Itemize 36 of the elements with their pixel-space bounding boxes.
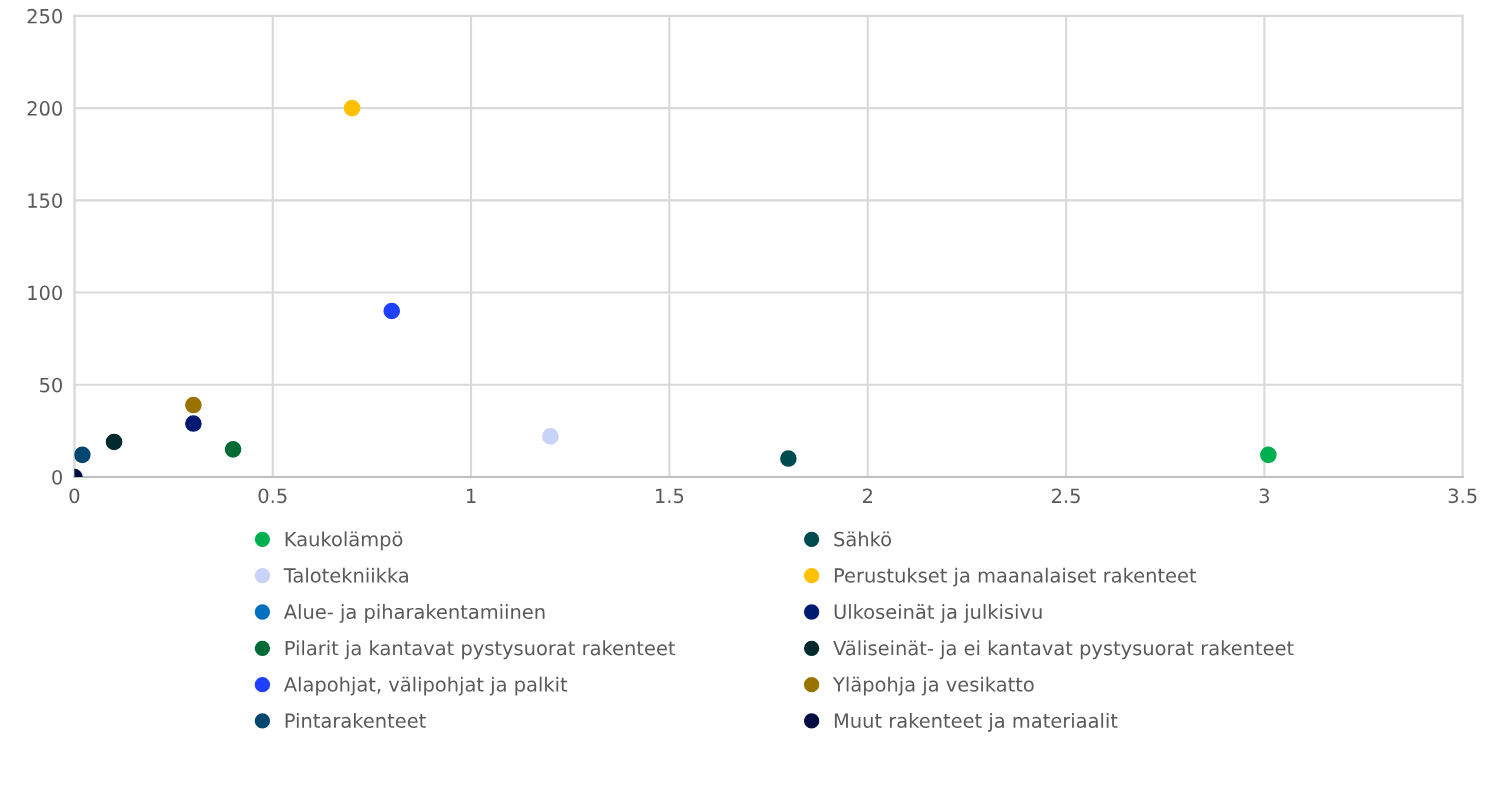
x-tick-label: 3: [1259, 488, 1269, 504]
y-tick-label: 200: [27, 101, 62, 116]
y-tick-label: 50: [40, 377, 62, 393]
legend-label: Perustukset ja maanalaiset rakenteet: [834, 567, 1197, 587]
point: [383, 302, 401, 320]
legend-label: Sähkö: [834, 531, 891, 547]
legend-label: Alapohjat, välipohjat ja palkit: [283, 676, 568, 696]
x-tick-label: 2.5: [1052, 488, 1080, 504]
legend-label: Pilarit ja kantavat pystysuorat rakenteet: [285, 640, 676, 660]
legend-label: Väliseinät- ja ei kantavat pystysuorat rakenteet: [833, 640, 1294, 660]
point: [224, 441, 242, 458]
point: [1260, 446, 1277, 464]
legend-label: Pintarakenteet: [285, 712, 426, 729]
point: [343, 99, 361, 117]
x-tick-label: 0: [69, 488, 80, 504]
x-tick-label: 1: [467, 488, 476, 503]
point: [185, 415, 202, 432]
point: [74, 446, 91, 464]
point: [542, 428, 559, 445]
legend-label: Talotekniikka: [283, 567, 408, 583]
legend-label: Yläpohja ja vesikatto: [832, 676, 1034, 696]
x-tick-label: 2: [862, 488, 872, 503]
y-tick-label: 100: [28, 285, 62, 301]
legend-label: Ulkoseinät ja julkisivu: [834, 604, 1042, 623]
x-tick-label: 3.5: [1448, 488, 1477, 504]
legend-label: Kaukolämpö: [285, 531, 403, 551]
y-tick-label: 150: [28, 193, 62, 208]
point: [185, 396, 202, 414]
legend-label: Muut rakenteet ja materiaalit: [834, 712, 1118, 732]
x-tick-label: 0.5: [258, 488, 287, 504]
point: [105, 433, 123, 451]
y-tick-label: 0: [52, 469, 62, 485]
y-tick-label: 250: [27, 8, 62, 24]
point: [780, 450, 797, 467]
x-tick-label: 1.5: [656, 488, 684, 504]
legend-label: Alue- ja piharakentamiinen: [283, 604, 545, 623]
